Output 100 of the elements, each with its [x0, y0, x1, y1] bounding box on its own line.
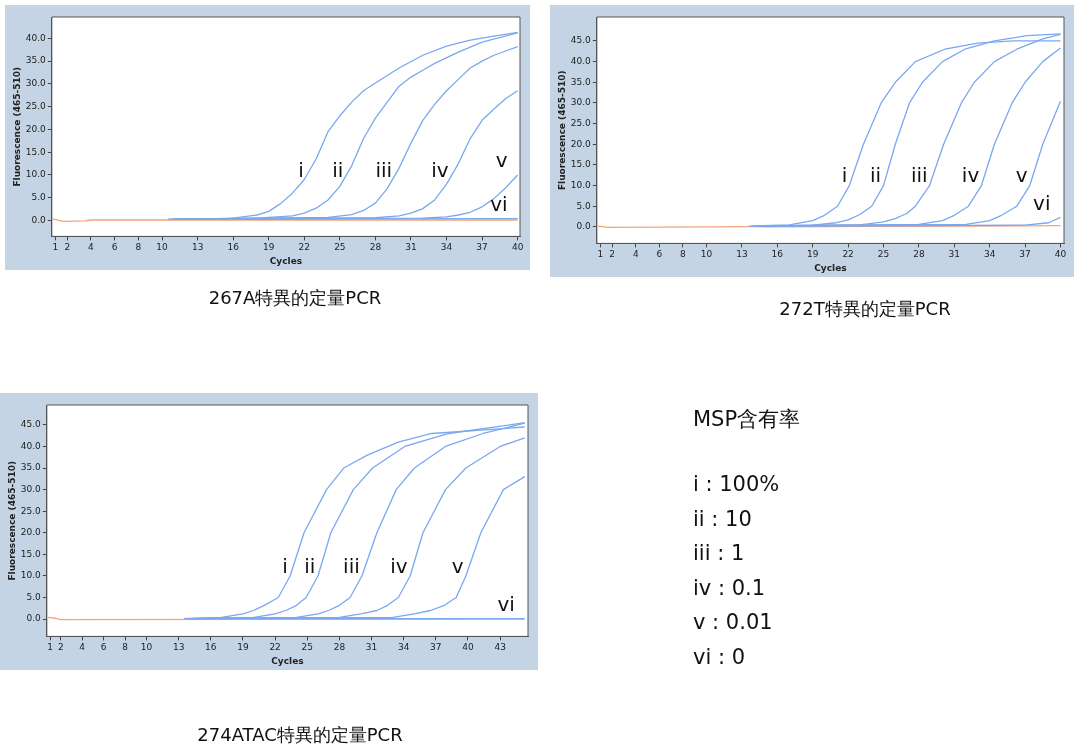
y-tick-label: 15.0 — [20, 548, 42, 559]
y-tick-label: 25.0 — [20, 505, 42, 516]
x-tick-label: 28 — [333, 642, 346, 653]
y-tick-label: 0.0 — [576, 221, 592, 232]
x-tick-label: 4 — [79, 642, 86, 653]
x-tick-label: 4 — [632, 249, 639, 260]
y-tick-label: 45.0 — [570, 35, 592, 46]
x-tick-label: 2 — [609, 249, 616, 260]
x-tick-label: 2 — [64, 242, 71, 253]
x-tick-label: 37 — [430, 642, 442, 653]
text: iii : 1 — [693, 540, 746, 567]
x-tick-label: 34 — [397, 642, 410, 653]
y-tick-label: 35.0 — [20, 462, 42, 473]
y-tick-label: 25.0 — [570, 117, 592, 128]
x-axis-title: Cycles — [814, 262, 847, 273]
x-tick-label: 37 — [1019, 249, 1031, 260]
x-tick-label: 13 — [172, 642, 185, 653]
x-tick-label: 13 — [191, 242, 204, 253]
x-tick-label: 40 — [462, 642, 474, 653]
y-tick-label: 40.0 — [20, 440, 42, 451]
x-tick-label: 31 — [365, 642, 378, 653]
y-tick-label: 5.0 — [576, 200, 592, 211]
series-label: v — [451, 553, 464, 578]
text: vi : 0 — [693, 643, 747, 671]
series-label: vi — [1033, 190, 1051, 215]
series-label: iii — [910, 162, 928, 187]
series-label: vi — [497, 591, 515, 616]
y-tick-label: 40.0 — [25, 32, 47, 43]
x-tick-label: 34 — [440, 242, 453, 253]
y-tick-label: 10.0 — [20, 570, 42, 581]
x-tick-label: 25 — [877, 249, 890, 260]
y-tick-label: 40.0 — [570, 55, 592, 66]
y-tick-label: 35.0 — [570, 76, 592, 87]
y-tick-label: 0.0 — [31, 214, 47, 225]
y-tick-label: 15.0 — [570, 159, 592, 170]
y-tick-label: 20.0 — [25, 123, 47, 134]
x-tick-label: 13 — [736, 249, 748, 260]
x-tick-label: 8 — [135, 242, 142, 253]
x-tick-label: 16 — [771, 249, 784, 260]
x-tick-label: 34 — [983, 249, 996, 260]
text: ii : 10 — [693, 505, 753, 533]
x-tick-label: 4 — [88, 242, 95, 253]
text: v : 0.01 — [693, 609, 774, 636]
series-label: ii — [304, 553, 316, 578]
y-tick-label: 25.0 — [25, 101, 47, 112]
series-label: vi — [490, 191, 508, 216]
series-label: i — [282, 553, 288, 578]
y-tick-label: 5.0 — [31, 192, 47, 203]
y-axis-title: Fluorescence (465-510) — [6, 460, 17, 581]
y-tick-label: 35.0 — [25, 55, 47, 66]
series-label: v — [495, 148, 508, 173]
x-tick-label: 10 — [140, 642, 153, 653]
x-tick-label: 6 — [111, 242, 118, 253]
series-label: iii — [375, 157, 393, 182]
x-tick-label: 22 — [842, 249, 854, 260]
series-label: i — [841, 162, 848, 187]
y-tick-label: 20.0 — [570, 138, 592, 149]
x-tick-label: 22 — [269, 642, 281, 653]
x-tick-label: 16 — [227, 242, 240, 253]
series-label: iv — [961, 162, 980, 187]
y-tick-label: 20.0 — [20, 527, 42, 538]
x-tick-label: 8 — [122, 642, 129, 653]
y-tick-label: 10.0 — [570, 179, 592, 190]
x-tick-label: 25 — [301, 642, 313, 653]
x-tick-label: 8 — [680, 249, 687, 260]
x-tick-label: 2 — [57, 642, 64, 653]
x-tick-label: 6 — [100, 642, 107, 653]
y-tick-label: 30.0 — [20, 483, 42, 494]
x-tick-label: 40 — [1054, 249, 1067, 260]
series-label: iii — [343, 553, 360, 578]
text: iv : 0.1 — [693, 574, 767, 602]
x-tick-label: 1 — [597, 249, 604, 260]
x-tick-label: 19 — [263, 242, 275, 253]
x-tick-label: 10 — [700, 249, 713, 260]
x-tick-label: 43 — [494, 642, 506, 653]
x-tick-label: 28 — [369, 242, 382, 253]
x-tick-label: 16 — [205, 642, 217, 653]
y-tick-label: 5.0 — [26, 591, 42, 602]
x-tick-label: 1 — [47, 642, 53, 653]
text: MSP含有率 — [693, 406, 801, 433]
x-tick-label: 37 — [476, 242, 488, 253]
series-label: i — [298, 157, 304, 182]
series-label: ii — [869, 162, 882, 187]
x-tick-label: 31 — [948, 249, 961, 260]
x-axis-title: Cycles — [271, 655, 304, 666]
series-label: ii — [332, 157, 344, 182]
y-tick-label: 15.0 — [25, 146, 47, 157]
x-tick-label: 28 — [913, 249, 925, 260]
text: i : 100% — [693, 471, 781, 498]
x-tick-label: 19 — [237, 642, 249, 653]
x-tick-label: 10 — [156, 242, 169, 253]
x-tick-label: 25 — [334, 242, 346, 253]
y-tick-label: 45.0 — [20, 419, 42, 430]
x-axis-title: Cycles — [269, 255, 303, 266]
y-axis-title: Fluorescence (465-510) — [11, 66, 22, 187]
y-axis-title: Fluorescence (465-510) — [556, 70, 567, 191]
series-label: iv — [390, 553, 408, 578]
x-tick-label: 6 — [656, 249, 663, 260]
x-tick-label: 40 — [511, 242, 524, 253]
x-tick-label: 1 — [52, 242, 59, 253]
